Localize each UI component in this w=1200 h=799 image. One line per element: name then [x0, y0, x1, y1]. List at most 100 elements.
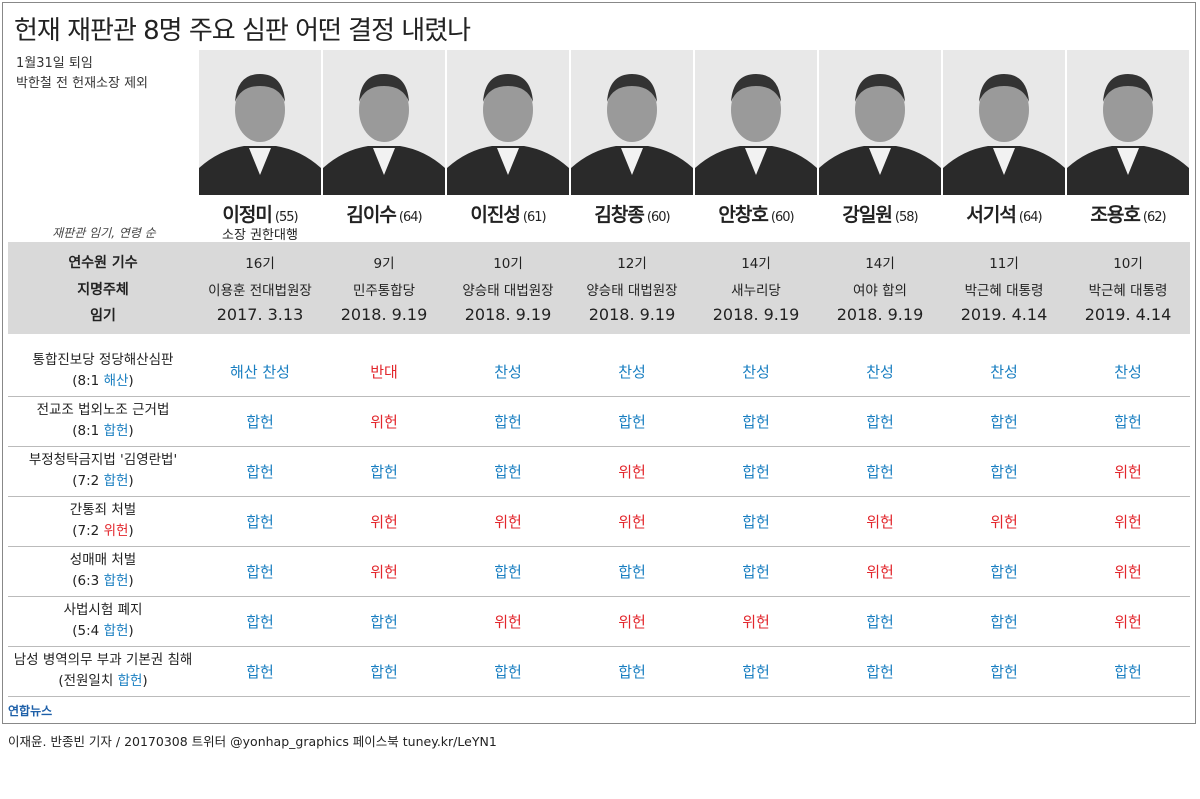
case-vote: (6:3 합헌) [8, 571, 198, 592]
case-name: 남성 병역의무 부과 기본권 침해 [13, 652, 193, 668]
case-vote: (8:1 해산) [8, 371, 198, 392]
row-separator [8, 546, 1190, 547]
case-label: 사법시험 폐지 (5:4 합헌) [8, 600, 198, 642]
info-cell: 11기 [989, 256, 1019, 272]
case-label: 전교조 법외노조 근거법 (8:1 합헌) [8, 400, 198, 442]
order-note: 재판관 임기, 연령 순 [52, 226, 156, 240]
justice-age: (55) [274, 210, 299, 225]
case-vote-suffix: ) [128, 473, 134, 489]
info-cell: 2018. 9.19 [588, 305, 676, 324]
info-cell: 10기 [1113, 256, 1143, 272]
justice-role: 소장 권한대행 [222, 228, 298, 243]
frame [2, 2, 1196, 724]
row-separator [8, 446, 1190, 447]
justice-age: (60) [770, 210, 795, 225]
info-label: 연수원 기수 [68, 255, 138, 271]
decision: 합헌 [990, 613, 1018, 631]
decision: 합헌 [1114, 413, 1142, 431]
decision: 합헌 [990, 413, 1018, 431]
row-separator [8, 646, 1190, 647]
decision: 위헌 [1114, 463, 1142, 481]
portrait [943, 50, 1065, 195]
decision: 위헌 [618, 463, 646, 481]
info-cell: 민주통합당 [352, 283, 416, 299]
decision: 합헌 [742, 463, 770, 481]
decision: 위헌 [866, 513, 894, 531]
decision: 위헌 [370, 563, 398, 581]
decision: 합헌 [370, 613, 398, 631]
case-outcome: 합헌 [103, 573, 129, 589]
photo [943, 50, 1065, 195]
justice-name: 이정미 (55) [198, 200, 322, 227]
decision: 합헌 [246, 563, 274, 581]
case-label: 간통죄 처벌 (7:2 위헌) [8, 500, 198, 542]
row-separator [8, 396, 1190, 397]
info-label: 지명주체 [77, 282, 129, 298]
photo [819, 50, 941, 195]
decision: 합헌 [866, 613, 894, 631]
case-outcome: 합헌 [117, 673, 143, 689]
portrait [1067, 50, 1189, 195]
justice-name-text: 김창종 [594, 204, 644, 226]
info-cell: 9기 [373, 256, 395, 272]
decision: 합헌 [742, 663, 770, 681]
portrait [447, 50, 569, 195]
decision: 합헌 [742, 513, 770, 531]
decision: 위헌 [494, 613, 522, 631]
case-vote-suffix: ) [128, 623, 134, 639]
info-cell: 여야 합의 [853, 283, 907, 299]
decision: 해산 찬성 [230, 363, 290, 381]
case-vote-suffix: ) [142, 673, 148, 689]
case-label: 성매매 처벌 (6:3 합헌) [8, 550, 198, 592]
decision: 위헌 [742, 613, 770, 631]
decision: 합헌 [370, 463, 398, 481]
justice-name-text: 조용호 [1090, 204, 1140, 226]
case-outcome: 위헌 [103, 523, 129, 539]
photo [323, 50, 445, 195]
photo [571, 50, 693, 195]
decision: 위헌 [370, 413, 398, 431]
justice-age: (62) [1142, 210, 1167, 225]
info-cell: 2017. 3.13 [216, 305, 304, 324]
info-cell: 양승태 대법원장 [462, 283, 554, 299]
decision: 찬성 [1114, 363, 1142, 381]
justice-name: 조용호 (62) [1066, 200, 1190, 227]
case-vote-suffix: ) [128, 373, 134, 389]
decision: 합헌 [246, 663, 274, 681]
case-vote-suffix: ) [128, 523, 134, 539]
case-vote: (7:2 합헌) [8, 471, 198, 492]
info-cell: 박근혜 대통령 [964, 283, 1044, 299]
info-cell: 2019. 4.14 [960, 305, 1048, 324]
info-cell: 2018. 9.19 [340, 305, 428, 324]
row-separator [8, 696, 1190, 697]
decision: 위헌 [494, 513, 522, 531]
info-cell: 2018. 9.19 [836, 305, 924, 324]
case-outcome: 해산 [103, 373, 129, 389]
decision: 위헌 [618, 513, 646, 531]
justice-name-text: 김이수 [346, 204, 396, 226]
case-vote-prefix: (8:1 [72, 423, 100, 439]
case-name: 부정청탁금지법 '김영란법' [28, 452, 178, 468]
justice-name-text: 안창호 [718, 204, 768, 226]
decision: 합헌 [246, 613, 274, 631]
decision: 합헌 [494, 563, 522, 581]
case-vote-prefix: (7:2 [72, 473, 100, 489]
portrait [199, 50, 321, 195]
case-vote-suffix: ) [128, 423, 134, 439]
case-label: 통합진보당 정당해산심판 (8:1 해산) [8, 350, 198, 392]
decision: 합헌 [618, 413, 646, 431]
portrait [819, 50, 941, 195]
case-vote-prefix: (7:2 [72, 523, 100, 539]
row-separator [8, 496, 1190, 497]
case-vote-prefix: (5:4 [72, 623, 100, 639]
case-vote: (5:4 합헌) [8, 621, 198, 642]
justice-age: (60) [646, 210, 671, 225]
photo [1067, 50, 1189, 195]
case-vote: (7:2 위헌) [8, 521, 198, 542]
info-cell: 박근혜 대통령 [1088, 283, 1168, 299]
decision: 위헌 [1114, 563, 1142, 581]
title: 헌재 재판관 8명 주요 심판 어떤 결정 내렸나 [14, 16, 471, 46]
row-separator [8, 596, 1190, 597]
decision: 합헌 [866, 413, 894, 431]
